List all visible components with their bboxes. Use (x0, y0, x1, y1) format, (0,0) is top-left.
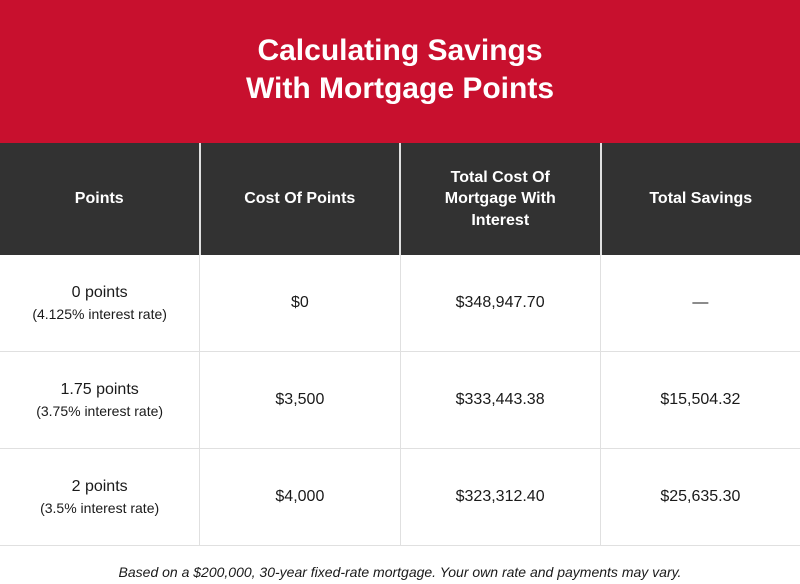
col-header-total: Total Cost Of Mortgage With Interest (401, 143, 602, 255)
cell-points: 1.75 points (3.75% interest rate) (0, 352, 200, 448)
cell-total: $333,443.38 (401, 352, 601, 448)
col-header-cost: Cost Of Points (201, 143, 402, 255)
cell-cost: $0 (200, 255, 400, 351)
title-line-1: Calculating Savings (257, 34, 542, 67)
cell-points: 2 points (3.5% interest rate) (0, 449, 200, 545)
col-header-savings: Total Savings (602, 143, 800, 255)
cell-cost: $4,000 (200, 449, 400, 545)
table-row: 0 points (4.125% interest rate) $0 $348,… (0, 255, 800, 352)
points-main: 1.75 points (60, 381, 138, 399)
table-row: 2 points (3.5% interest rate) $4,000 $32… (0, 449, 800, 546)
points-sub: (4.125% interest rate) (32, 306, 167, 322)
cell-savings: $15,504.32 (601, 352, 800, 448)
footnote: Based on a $200,000, 30-year fixed-rate … (0, 546, 800, 580)
cell-total: $323,312.40 (401, 449, 601, 545)
title-line-2: With Mortgage Points (246, 72, 554, 105)
cell-total: $348,947.70 (401, 255, 601, 351)
cell-cost: $3,500 (200, 352, 400, 448)
infographic-container: Calculating Savings With Mortgage Points… (0, 0, 800, 580)
cell-savings: $25,635.30 (601, 449, 800, 545)
cell-points: 0 points (4.125% interest rate) (0, 255, 200, 351)
table-row: 1.75 points (3.75% interest rate) $3,500… (0, 352, 800, 449)
points-main: 2 points (72, 478, 128, 496)
table-header-row: Points Cost Of Points Total Cost Of Mort… (0, 143, 800, 255)
col-header-points: Points (0, 143, 201, 255)
header: Calculating Savings With Mortgage Points (0, 0, 800, 143)
points-sub: (3.5% interest rate) (40, 500, 159, 516)
points-sub: (3.75% interest rate) (36, 403, 163, 419)
points-main: 0 points (72, 284, 128, 302)
savings-table: Points Cost Of Points Total Cost Of Mort… (0, 143, 800, 546)
page-title: Calculating Savings With Mortgage Points (20, 32, 780, 107)
cell-savings: — (601, 255, 800, 351)
